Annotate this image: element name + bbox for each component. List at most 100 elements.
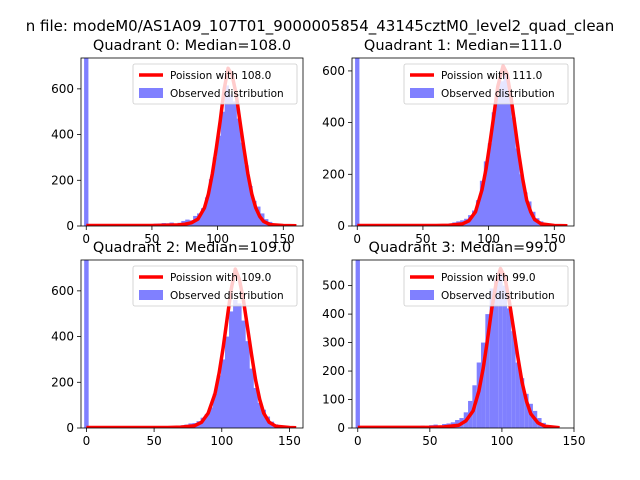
hist-bar xyxy=(229,311,234,428)
subplot-grid: 0 50 100 150 0 200 400 600 Quadrant 0: Median=10… xyxy=(51,38,585,448)
hist-bar xyxy=(475,200,481,226)
subplot-title: Quadrant 1: Median=111.0 xyxy=(364,38,562,54)
subplot-title: Quadrant 0: Median=108.0 xyxy=(93,38,291,54)
axes-frame xyxy=(351,57,575,227)
legend-curve-label: Poission with 111.0 xyxy=(441,70,542,82)
hist-bar-zero xyxy=(355,260,360,428)
hist-bar xyxy=(237,303,242,428)
hist-bar xyxy=(233,300,238,428)
legend-hist-label: Observed distribution xyxy=(170,290,284,302)
hist-bar xyxy=(216,135,222,226)
hist-bar xyxy=(487,143,493,226)
hist-bar xyxy=(495,96,500,226)
x-tick-label: 50 xyxy=(422,434,437,448)
axes-frame xyxy=(80,259,304,429)
x-tick-label: 150 xyxy=(563,434,586,448)
hist-bar xyxy=(257,402,262,428)
y-tick-label: 600 xyxy=(322,64,345,78)
x-tick-label: 0 xyxy=(353,232,361,246)
legend-hist-swatch xyxy=(410,88,434,98)
legend-hist-swatch xyxy=(139,88,163,98)
axes-frame xyxy=(80,57,304,227)
hist-bar xyxy=(479,180,485,226)
y-tick-label: 200 xyxy=(322,364,345,378)
hist-bar xyxy=(527,201,532,226)
subplot-title: Quadrant 3: Median=99.0 xyxy=(369,240,558,256)
hist-bar xyxy=(507,96,512,226)
hist-bar xyxy=(491,112,497,226)
x-tick-label: 150 xyxy=(278,434,301,448)
legend-hist-label: Observed distribution xyxy=(170,88,284,100)
hist-bar xyxy=(224,336,230,428)
y-tick-label: 400 xyxy=(322,307,345,321)
y-tick-label: 100 xyxy=(322,393,345,407)
hist-bar xyxy=(200,208,206,226)
hist-bar xyxy=(506,308,512,428)
hist-bar xyxy=(519,378,525,428)
hist-bar xyxy=(232,101,237,226)
legend-box xyxy=(403,265,569,307)
hist-bar xyxy=(499,81,504,226)
y-tick-label: 0 xyxy=(66,421,74,435)
subplot-title: Quadrant 2: Median=109.0 xyxy=(93,240,291,256)
hist-bar xyxy=(493,279,499,428)
hist-bar xyxy=(212,393,218,428)
x-tick-label: 150 xyxy=(543,232,566,246)
subplot-1: 0 50 100 150 0 200 400 600 Quadrant 1: Median=11… xyxy=(322,38,575,246)
hist-bar xyxy=(204,197,210,226)
legend-hist-label: Observed distribution xyxy=(441,290,555,302)
hist-bar xyxy=(244,165,249,226)
hist-bar xyxy=(503,74,508,226)
legend-box xyxy=(132,63,298,105)
legend-curve-label: Poission with 99.0 xyxy=(441,272,536,284)
hist-bar xyxy=(220,111,226,226)
hist-bar xyxy=(485,314,490,428)
hist-bar xyxy=(228,94,233,226)
x-tick-label: 100 xyxy=(210,434,233,448)
y-tick-label: 200 xyxy=(51,173,74,187)
hist-bar xyxy=(498,269,503,428)
y-tick-label: 0 xyxy=(337,219,345,233)
axes-frame xyxy=(351,259,575,429)
y-tick-label: 500 xyxy=(322,279,345,293)
hist-bar xyxy=(511,331,516,428)
hist-bar xyxy=(515,148,520,226)
hist-bar xyxy=(253,388,258,428)
hist-bar xyxy=(489,288,494,428)
y-tick-label: 400 xyxy=(51,128,74,142)
y-tick-label: 600 xyxy=(51,284,74,298)
hist-bar xyxy=(515,362,520,428)
hist-bar xyxy=(236,118,241,226)
hist-bar xyxy=(245,341,250,428)
y-tick-label: 0 xyxy=(66,219,74,233)
x-tick-label: 50 xyxy=(144,232,159,246)
y-tick-label: 200 xyxy=(322,167,345,181)
hist-bar xyxy=(519,174,524,226)
subplot-0: 0 50 100 150 0 200 400 600 Quadrant 0: Median=10… xyxy=(51,38,304,246)
legend-curve-label: Poission with 109.0 xyxy=(170,272,271,284)
x-tick-label: 0 xyxy=(83,434,91,448)
legend-box xyxy=(403,63,569,105)
y-tick-label: 600 xyxy=(51,82,74,96)
hist-bar xyxy=(523,192,528,226)
hist-bar xyxy=(511,117,516,226)
hist-bar xyxy=(240,142,245,226)
figure-suptitle: n file: modeM0/AS1A09_107T01_9000005854_… xyxy=(26,17,615,36)
hist-bar xyxy=(249,368,254,428)
x-tick-label: 100 xyxy=(206,232,229,246)
hist-bar xyxy=(224,85,229,226)
plot-area xyxy=(355,58,568,226)
x-tick-label: 100 xyxy=(490,434,513,448)
y-tick-label: 300 xyxy=(322,336,345,350)
legend-box xyxy=(132,265,298,307)
y-tick-label: 400 xyxy=(51,330,74,344)
legend-curve-label: Poission with 108.0 xyxy=(170,70,271,82)
hist-bar xyxy=(481,342,486,428)
subplot-2: 0 50 100 150 0 200 400 600 Quadrant 2: Median=10… xyxy=(51,240,304,448)
hist-bar xyxy=(471,210,477,226)
y-tick-label: 0 xyxy=(337,421,345,435)
hist-bar xyxy=(208,407,214,428)
legend-hist-swatch xyxy=(139,290,163,300)
hist-bar-zero xyxy=(84,58,89,226)
